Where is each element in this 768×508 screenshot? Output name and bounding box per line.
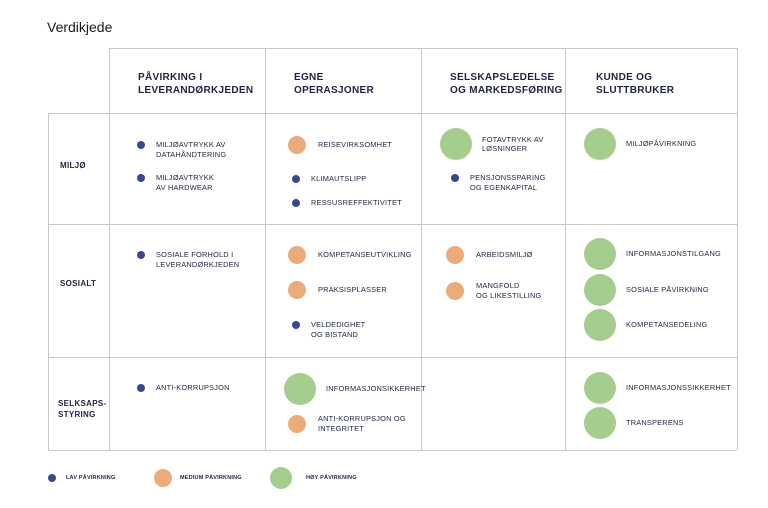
high-impact-dot [584,407,616,439]
impact-item-label: ANTI-KORRUPSJON [156,383,230,392]
medium-impact-dot [288,246,306,264]
impact-item: INFORMASJONSSIKKERHET [584,372,731,404]
legend-item-low: LAV PÅVIRKNING [48,474,115,482]
grid-line [48,357,737,358]
grid-line [265,48,266,450]
impact-item: ANTI-KORRUPSJON OG INTEGRITET [288,414,406,433]
impact-item-label: MILJØPÅVIRKNING [626,139,697,149]
medium-impact-dot [154,469,172,487]
impact-item: INFORMASJONSIKKERHET [284,373,426,405]
impact-item: ARBEIDSMILJØ [446,246,533,264]
high-impact-dot [440,128,472,160]
impact-item-label: MILJØAVTRYKK AV HARDWEAR [156,173,214,192]
low-impact-dot [137,251,145,259]
medium-impact-dot [288,414,306,433]
impact-item: MILJØAVTRYKK AV HARDWEAR [137,173,214,192]
impact-item: RESSUSREFFEKTIVITET [292,198,402,208]
low-impact-dot [137,174,145,182]
grid-line [48,450,737,451]
low-impact-dot [292,321,300,329]
high-impact-dot [270,467,292,489]
column-header-selskapsledelse: SELSKAPSLEDELSE OG MARKEDSFØRING [450,72,563,96]
grid-line [421,48,422,450]
impact-item: SOSIALE FORHOLD I LEVERANDØRKJEDEN [137,250,239,269]
impact-item-label: ANTI-KORRUPSJON OG INTEGRITET [318,414,406,433]
high-impact-dot [584,128,616,160]
high-impact-dot [584,274,616,306]
impact-item-label: INFORMASJONSSIKKERHET [626,383,731,393]
impact-item: KOMPETANSEUTVIKLING [288,246,412,264]
impact-item-label: TRANSPERENS [626,418,684,428]
impact-item: MANGFOLD OG LIKESTILLING [446,281,541,300]
low-impact-dot [292,175,300,183]
legend-label: LAV PÅVIRKNING [66,475,116,481]
page-title: Verdikjede [47,19,113,35]
low-impact-dot [451,174,459,182]
impact-item: VELDEDIGHET OG BISTAND [292,320,365,339]
row-header-styring: SELKSAPS- STYRING [58,399,107,419]
impact-item-label: ARBEIDSMILJØ [476,250,533,260]
impact-item: MILJØAVTRYKK AV DATAHÅNDTERING [137,140,226,159]
legend-item-medium: MEDIUM PÅVIRKNING [154,469,242,487]
legend-label: MEDIUM PÅVIRKNING [180,475,242,481]
impact-item-label: VELDEDIGHET OG BISTAND [311,320,366,339]
grid-line [48,113,49,450]
impact-item-label: KOMPETANSEUTVIKLING [318,250,412,260]
impact-item-label: SOSIALE PÅVIRKNING [626,285,709,295]
grid-line [737,48,738,450]
high-impact-dot [584,309,616,341]
impact-item-label: KOMPETANSEDELING [626,320,708,330]
impact-item-label: PRAKSISPLASSER [318,285,387,295]
grid-line [48,224,737,225]
low-impact-dot [137,141,145,149]
grid-line [565,48,566,450]
grid-line [109,48,110,450]
high-impact-dot [284,373,316,405]
impact-item: PRAKSISPLASSER [288,281,387,299]
impact-item: SOSIALE PÅVIRKNING [584,274,709,306]
column-header-leverandorkjeden: PÅVIRKING I LEVERANDØRKJEDEN [138,72,254,96]
impact-item: ANTI-KORRUPSJON [137,383,230,393]
impact-item-label: KLIMAUTSLIPP [311,174,367,183]
legend-item-high: HØY PÅVIRKNING [270,467,357,489]
impact-item: KOMPETANSEDELING [584,309,708,341]
impact-item-label: INFORMASJONSIKKERHET [326,384,426,394]
impact-item-label: FOTAVTRYKK AV LØSNINGER [482,134,544,154]
grid-line [109,48,737,49]
impact-item: KLIMAUTSLIPP [292,174,366,184]
impact-item: FOTAVTRYKK AV LØSNINGER [440,128,544,160]
impact-item-label: MILJØAVTRYKK AV DATAHÅNDTERING [156,140,227,159]
legend-label: HØY PÅVIRKNING [306,475,357,481]
medium-impact-dot [446,246,464,264]
medium-impact-dot [288,136,306,154]
column-header-kunde: KUNDE OG SLUTTBRUKER [596,72,675,96]
medium-impact-dot [288,281,306,299]
column-header-egne-operasjoner: EGNE OPERASJONER [294,72,374,96]
high-impact-dot [584,372,616,404]
row-header-sosialt: SOSIALT [60,279,97,288]
impact-item: PENSJONSSPARING OG EGENKAPITAL [451,173,546,192]
impact-item: INFORMASJONSTILGANG [584,238,721,270]
low-impact-dot [137,384,145,392]
impact-item-label: REISEVIRKSOMHET [318,140,393,150]
impact-item-label: MANGFOLD OG LIKESTILLING [476,281,542,300]
impact-item-label: PENSJONSSPARING OG EGENKAPITAL [470,173,546,192]
row-header-miljo: MILJØ [60,161,86,170]
impact-item: REISEVIRKSOMHET [288,136,392,154]
impact-item-label: SOSIALE FORHOLD I LEVERANDØRKJEDEN [156,250,240,269]
medium-impact-dot [446,281,464,300]
impact-item: TRANSPERENS [584,407,684,439]
grid-line [48,113,737,114]
low-impact-dot [292,199,300,207]
high-impact-dot [584,238,616,270]
low-impact-dot [48,474,56,482]
impact-item: MILJØPÅVIRKNING [584,128,696,160]
impact-item-label: INFORMASJONSTILGANG [626,249,721,259]
impact-item-label: RESSUSREFFEKTIVITET [311,198,402,207]
